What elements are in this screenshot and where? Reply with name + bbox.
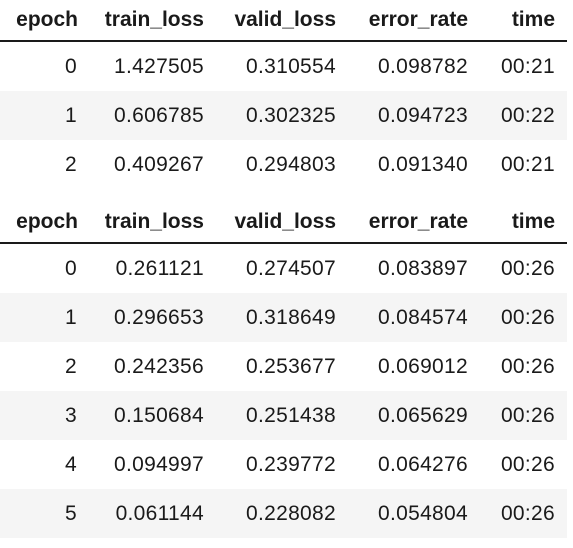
- table-row: 5 0.061144 0.228082 0.054804 00:26: [0, 489, 567, 538]
- table-body: 0 1.427505 0.310554 0.098782 00:21 1 0.6…: [0, 41, 567, 189]
- column-header-valid-loss: valid_loss: [216, 202, 348, 244]
- column-header-time: time: [480, 0, 567, 42]
- header-row: epoch train_loss valid_loss error_rate t…: [0, 0, 567, 42]
- train-loss-cell: 0.296653: [85, 293, 216, 342]
- train-loss-cell: 0.606785: [85, 91, 216, 140]
- column-header-valid-loss: valid_loss: [216, 0, 348, 42]
- time-cell: 00:26: [480, 293, 567, 342]
- error-rate-cell: 0.065629: [348, 391, 480, 440]
- epoch-cell: 0: [65, 54, 77, 78]
- time-cell: 00:26: [500, 354, 555, 378]
- train-loss-cell: 0.061144: [85, 489, 216, 538]
- valid-loss-cell: 0.253677: [246, 354, 336, 378]
- table-row: 1 0.296653 0.318649 0.084574 00:26: [0, 293, 567, 342]
- table-row: 1 0.606785 0.302325 0.094723 00:22: [0, 91, 567, 140]
- time-cell: 00:21: [500, 54, 555, 78]
- epoch-cell: 4: [65, 452, 77, 476]
- column-header-epoch: epoch: [0, 202, 85, 244]
- epoch-cell: 0: [65, 256, 77, 280]
- epoch-cell: 1: [0, 293, 85, 342]
- table-row: 2 0.242356 0.253677 0.069012 00:26: [0, 342, 567, 391]
- error-rate-cell: 0.084574: [348, 293, 480, 342]
- table-row: 4 0.094997 0.239772 0.064276 00:26: [0, 440, 567, 489]
- train-loss-cell: 1.427505: [114, 54, 204, 78]
- epoch-cell: 5: [0, 489, 85, 538]
- train-loss-cell: 0.261121: [115, 256, 204, 280]
- error-rate-cell: 0.098782: [378, 54, 468, 78]
- valid-loss-cell: 0.310554: [246, 54, 336, 78]
- table-row: 0 1.427505 0.310554 0.098782 00:21: [0, 41, 567, 91]
- valid-loss-cell: 0.302325: [216, 91, 348, 140]
- column-header-time: time: [480, 202, 567, 244]
- train-loss-cell: 0.150684: [85, 391, 216, 440]
- table-row: 3 0.150684 0.251438 0.065629 00:26: [0, 391, 567, 440]
- error-rate-cell: 0.083897: [378, 256, 468, 280]
- valid-loss-cell: 0.294803: [246, 152, 336, 176]
- time-cell: 00:26: [500, 452, 555, 476]
- valid-loss-cell: 0.318649: [216, 293, 348, 342]
- time-cell: 00:21: [500, 152, 555, 176]
- epoch-cell: 3: [0, 391, 85, 440]
- valid-loss-cell: 0.228082: [216, 489, 348, 538]
- train-loss-cell: 0.409267: [114, 152, 204, 176]
- column-header-error-rate: error_rate: [348, 202, 480, 244]
- time-cell: 00:22: [480, 91, 567, 140]
- table-header: epoch train_loss valid_loss error_rate t…: [0, 0, 567, 42]
- column-header-train-loss: train_loss: [85, 202, 216, 244]
- error-rate-cell: 0.094723: [348, 91, 480, 140]
- header-row: epoch train_loss valid_loss error_rate t…: [0, 202, 567, 244]
- column-header-train-loss: train_loss: [85, 0, 216, 42]
- epoch-cell: 2: [65, 354, 77, 378]
- time-cell: 00:26: [500, 256, 555, 280]
- table-header: epoch train_loss valid_loss error_rate t…: [0, 202, 567, 244]
- column-header-epoch: epoch: [0, 0, 85, 42]
- error-rate-cell: 0.054804: [348, 489, 480, 538]
- table-row: 0 0.261121 0.274507 0.083897 00:26: [0, 243, 567, 293]
- time-cell: 00:26: [480, 489, 567, 538]
- column-header-error-rate: error_rate: [348, 0, 480, 42]
- error-rate-cell: 0.069012: [378, 354, 468, 378]
- valid-loss-cell: 0.274507: [246, 256, 336, 280]
- time-cell: 00:26: [480, 391, 567, 440]
- epoch-cell: 2: [65, 152, 77, 176]
- valid-loss-cell: 0.251438: [216, 391, 348, 440]
- error-rate-cell: 0.064276: [378, 452, 468, 476]
- error-rate-cell: 0.091340: [378, 152, 468, 176]
- train-loss-cell: 0.094997: [114, 452, 204, 476]
- training-metrics-table-2: epoch train_loss valid_loss error_rate t…: [0, 202, 567, 538]
- table-body: 0 0.261121 0.274507 0.083897 00:26 1 0.2…: [0, 243, 567, 538]
- epoch-cell: 1: [0, 91, 85, 140]
- training-metrics-table-1: epoch train_loss valid_loss error_rate t…: [0, 0, 567, 189]
- train-loss-cell: 0.242356: [114, 354, 204, 378]
- table-row: 2 0.409267 0.294803 0.091340 00:21: [0, 140, 567, 189]
- valid-loss-cell: 0.239772: [246, 452, 336, 476]
